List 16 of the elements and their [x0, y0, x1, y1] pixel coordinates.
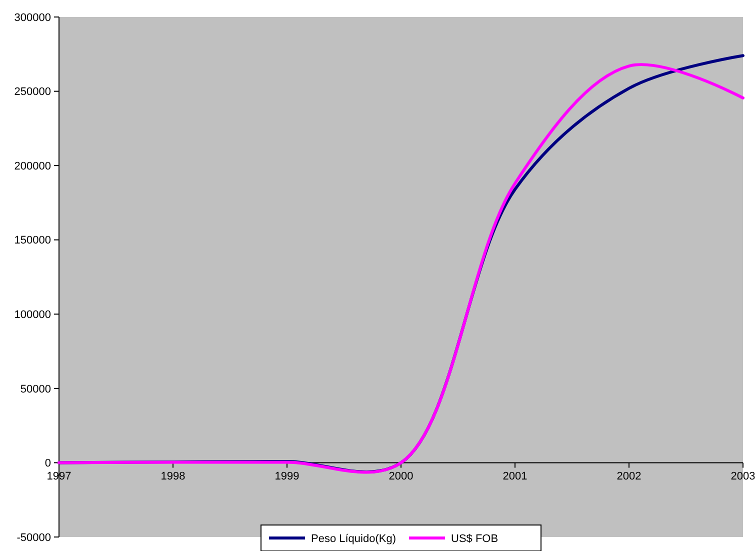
y-tick-label: 300000	[14, 12, 51, 24]
x-tick-label: 1998	[160, 470, 186, 483]
y-tick-label: 50000	[20, 383, 51, 396]
x-tick-label: 2003	[730, 470, 755, 483]
y-tick-label: 100000	[14, 308, 51, 321]
x-tick-label: 2001	[502, 470, 528, 483]
y-tick-label: 250000	[14, 86, 51, 98]
x-tick-label: 2000	[388, 470, 414, 483]
legend-label: US$ FOB	[451, 532, 498, 545]
y-tick-label: 0	[44, 458, 51, 470]
x-tick-label: 2002	[616, 470, 642, 483]
x-tick-label: 1999	[274, 470, 300, 483]
y-tick-label: -50000	[16, 532, 51, 544]
y-tick-label: 200000	[14, 160, 51, 172]
y-tick-label: 150000	[14, 234, 51, 247]
legend-label: Peso Líquido(Kg)	[311, 532, 396, 545]
